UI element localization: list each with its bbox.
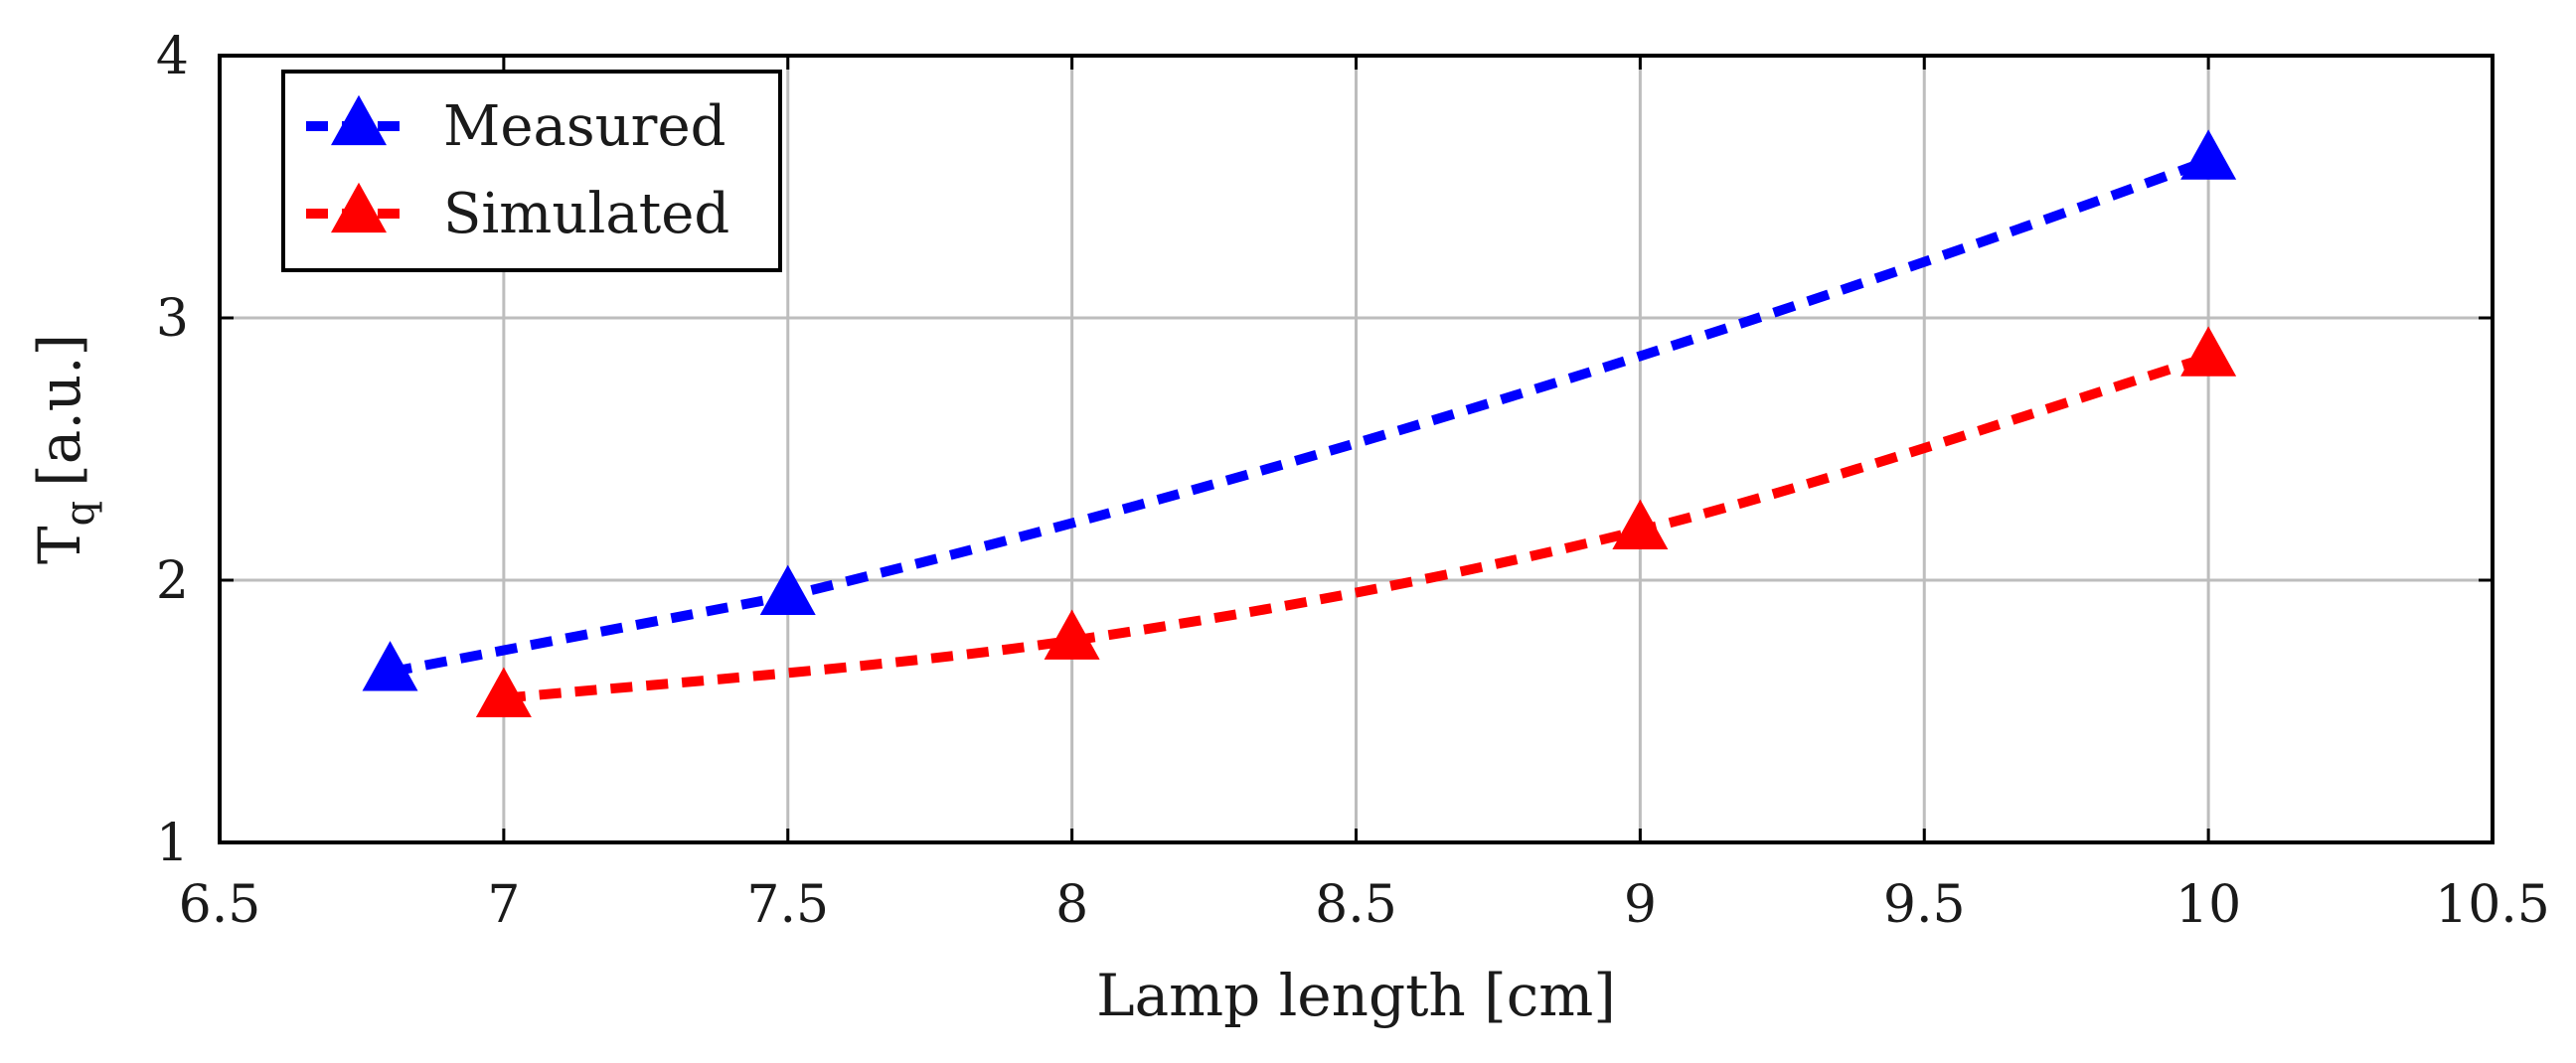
- data-point-simulated: [475, 667, 532, 717]
- y-tick-label: 1: [156, 814, 189, 873]
- series-line-measured: [389, 155, 2210, 678]
- data-point-simulated: [1044, 609, 1100, 660]
- x-tick-label: 6.5: [179, 875, 261, 935]
- legend-entries: Measured Simulated: [306, 94, 729, 246]
- y-tick-label: 3: [156, 289, 189, 349]
- data-point-measured: [2180, 129, 2237, 180]
- series-simulated: [475, 326, 2237, 717]
- x-tick-label: 7.5: [746, 875, 829, 935]
- legend-box: [281, 70, 782, 272]
- x-tick-label: 9: [1624, 875, 1657, 935]
- x-tick-label: 10.5: [2435, 875, 2550, 935]
- series-measured: [362, 129, 2237, 691]
- series-layer: [362, 129, 2237, 717]
- y-tick-label: 4: [156, 27, 189, 86]
- x-tick-label: 8.5: [1315, 875, 1397, 935]
- legend: Measured Simulated: [281, 70, 782, 272]
- data-point-measured: [362, 641, 418, 691]
- legend-marker-simulated: [331, 182, 387, 233]
- legend-entry-simulated: Simulated: [306, 182, 729, 246]
- legend-entry-measured: Measured: [306, 94, 725, 159]
- x-tick-label: 8: [1055, 875, 1088, 935]
- legend-label-measured: Measured: [443, 94, 725, 159]
- y-axis-title: Tq [a.u.]: [26, 334, 103, 564]
- data-point-simulated: [1612, 499, 1669, 549]
- y-axis-title-unit: [a.u.]: [26, 334, 93, 487]
- x-axis-title: Lamp length [cm]: [1096, 962, 1616, 1029]
- ticks: 6.5 7 7.5 8 8.5 9 9.5 10 10.5 1 2 3 4: [156, 27, 2550, 935]
- y-axis-title-subscript: q: [58, 501, 103, 527]
- series-line-simulated: [503, 352, 2210, 703]
- x-tick-label: 10: [2175, 875, 2241, 935]
- data-point-measured: [759, 564, 816, 615]
- y-axis-title-main: T: [26, 526, 93, 564]
- data-point-simulated: [2180, 326, 2237, 377]
- y-tick-label: 2: [156, 551, 189, 611]
- legend-marker-measured: [331, 94, 387, 146]
- legend-label-simulated: Simulated: [443, 182, 729, 246]
- x-tick-label: 7: [487, 875, 520, 935]
- x-tick-label: 9.5: [1883, 875, 1966, 935]
